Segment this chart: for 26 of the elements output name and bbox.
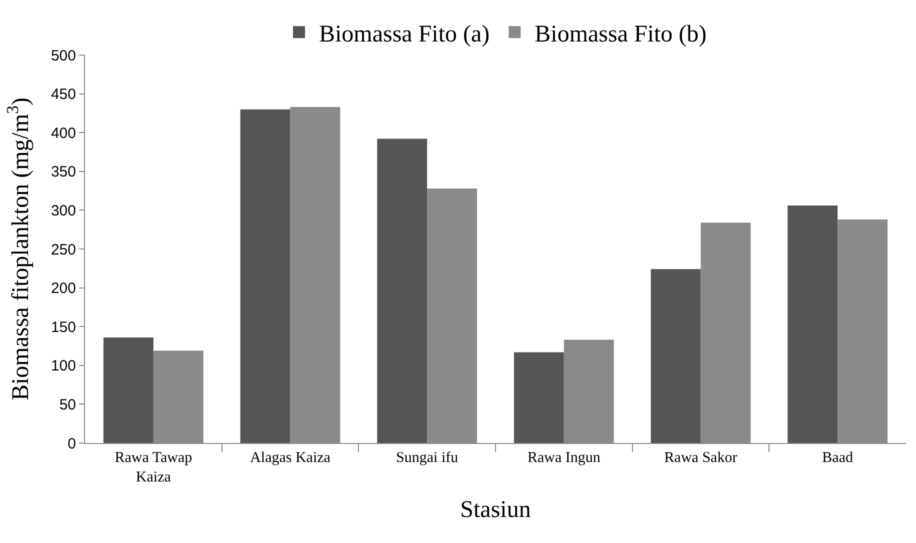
x-tick-label: Rawa Ingun: [527, 450, 601, 466]
x-axis-title: Stasiun: [460, 496, 531, 523]
y-tick-label: 350: [50, 164, 76, 181]
legend-label: Biomassa Fito (b): [534, 21, 707, 48]
y-tick-label: 150: [50, 318, 76, 336]
y-tick-label: 500: [50, 47, 76, 64]
y-tick-label: 100: [50, 358, 76, 375]
bar: [788, 206, 838, 443]
y-tick-label: 400: [50, 124, 76, 142]
y-tick-label: 0: [68, 435, 76, 452]
y-tick-label: 250: [50, 241, 76, 258]
bar: [514, 352, 564, 443]
x-tick-label: Alagas Kaiza: [250, 450, 331, 466]
y-tick-label: 200: [50, 280, 76, 298]
x-tick-label: Rawa Sakor: [664, 450, 738, 466]
x-tick-label: Sungai ifu: [396, 450, 459, 466]
y-tick-label: 450: [50, 86, 76, 104]
bar: [103, 337, 154, 443]
bar: [377, 138, 428, 443]
bar: [650, 269, 701, 443]
legend-label: Biomassa Fito (a): [319, 21, 490, 48]
y-tick-label: 50: [59, 396, 76, 414]
y-tick-label: 300: [50, 202, 76, 220]
bar: [240, 109, 290, 443]
x-tick-label: Baad: [822, 450, 854, 466]
x-tick-label: Rawa Tawap Kaiza: [114, 450, 192, 486]
